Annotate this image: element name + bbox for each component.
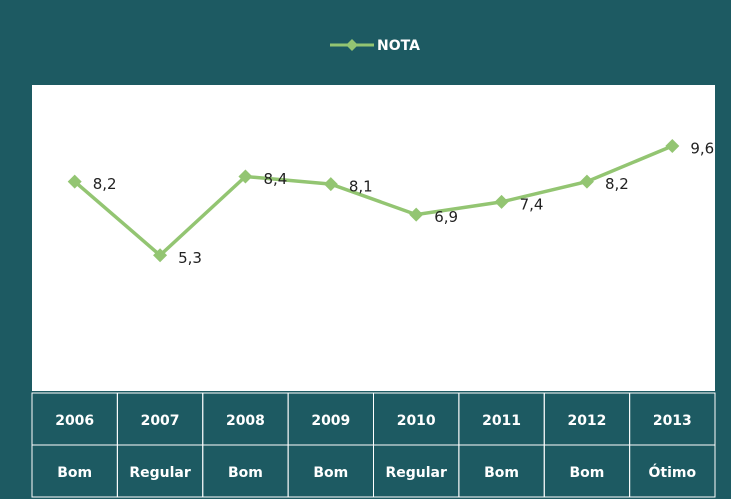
legend-marker (346, 39, 358, 51)
x-tick-label: 2007 (141, 413, 180, 429)
x-tick-label: 2008 (226, 413, 265, 429)
rating-label: Bom (484, 465, 519, 481)
data-label: 8,4 (263, 170, 287, 188)
data-label: 8,2 (93, 175, 117, 193)
rating-label: Bom (228, 465, 263, 481)
data-point (665, 139, 680, 153)
plot-area (32, 85, 715, 391)
x-tick-label: 2012 (567, 413, 606, 429)
data-point (494, 194, 509, 209)
data-label: 6,9 (434, 208, 458, 226)
rating-label: Bom (313, 465, 348, 481)
data-point (238, 169, 253, 184)
data-label: 8,2 (605, 175, 629, 193)
x-tick-label: 2013 (653, 413, 692, 429)
data-label: 7,4 (520, 195, 544, 213)
x-tick-label: 2006 (55, 413, 94, 429)
rating-label: Ótimo (649, 463, 697, 481)
table-cell (629, 444, 716, 498)
data-label: 9,6 (690, 140, 714, 158)
rating-label: Regular (129, 465, 191, 481)
data-point (323, 177, 338, 192)
x-tick-label: 2009 (311, 413, 350, 429)
x-tick-label: 2011 (482, 413, 521, 429)
data-point (409, 207, 424, 222)
data-label: 5,3 (178, 249, 202, 267)
data-point (67, 174, 82, 189)
data-label: 8,1 (349, 178, 373, 196)
legend-label: NOTA (377, 38, 420, 54)
series-line (73, 144, 673, 258)
data-point (153, 248, 168, 263)
x-tick-label: 2010 (397, 413, 436, 429)
rating-label: Bom (57, 465, 92, 481)
rating-label: Regular (385, 465, 447, 481)
data-point (579, 174, 594, 189)
rating-label: Bom (569, 465, 604, 481)
